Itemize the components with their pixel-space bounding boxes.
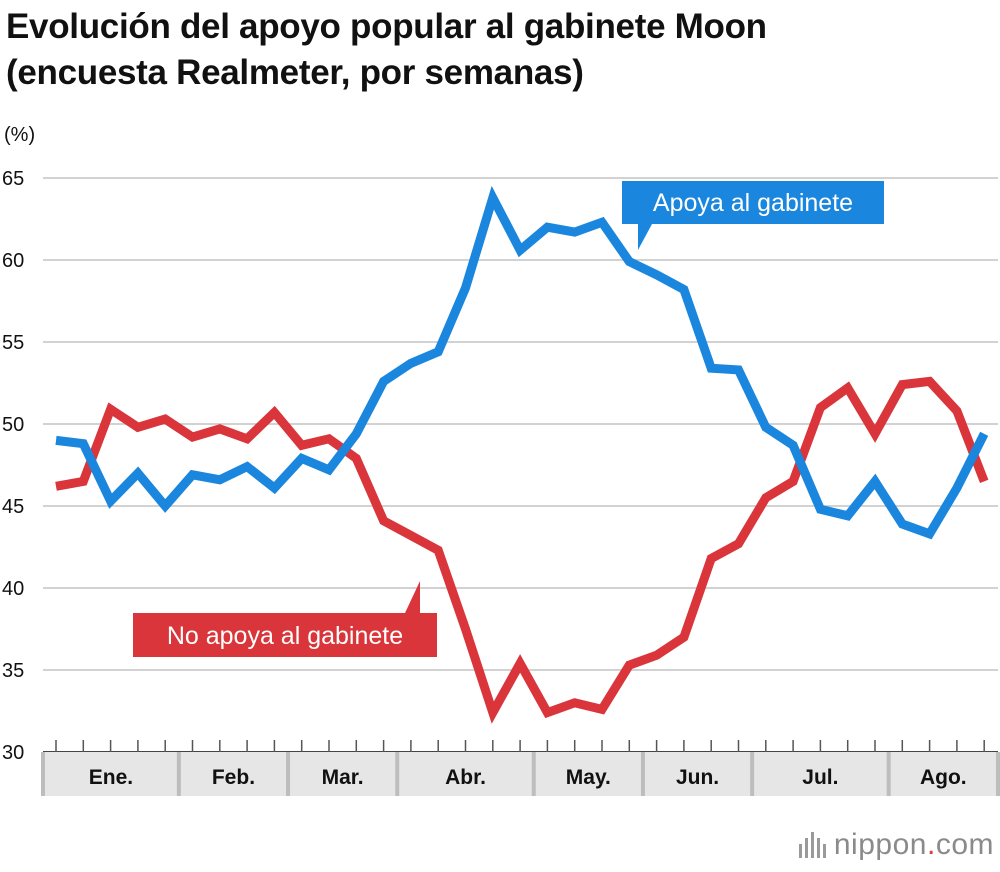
callout-oppose: No apoya al gabinete [133,581,437,657]
brand-bars-icon [798,832,826,858]
month-label: Jul. [802,766,838,789]
brand-logo: nippon.com [798,828,994,862]
chart-title: Evolución del apoyo popular al gabinete … [6,4,996,96]
y-tick-label: 40 [2,578,24,600]
month-label: May. [566,766,611,789]
chart-title-line-2: (encuesta Realmeter, por semanas) [6,53,584,92]
y-tick-label: 45 [2,496,24,518]
callout-oppose-label: No apoya al gabinete [167,622,403,650]
series-line-support [55,185,989,540]
month-band [43,752,998,796]
month-divider [750,752,755,796]
y-tick-label: 50 [2,414,24,436]
month-label: Ene. [89,766,133,789]
month-divider [886,752,891,796]
y-tick-label: 60 [2,250,24,272]
y-tick-label: 35 [2,660,24,682]
brand-dot: . [926,828,936,861]
callout-oppose-box [133,581,437,657]
y-tick-label: 55 [2,332,24,354]
month-label: Feb. [212,766,255,789]
grid-lines [43,177,998,753]
month-divider [176,752,181,796]
callout-support-label: Apoya al gabinete [653,189,853,217]
series-line-oppose [55,376,989,724]
month-divider [996,752,1000,796]
month-divider [640,752,645,796]
y-axis-ticks: 65 60 55 50 45 40 35 30 [2,168,24,764]
month-label: Abr. [445,766,486,789]
month-divider [41,752,45,796]
callout-support-box [622,181,884,250]
x-axis: Ene. Feb. Mar. Abr. May. Jun. Jul. Ago. [41,740,1000,796]
month-label: Mar. [322,766,364,789]
brand-name: nippon [833,828,927,861]
month-divider [286,752,291,796]
month-divider [395,752,400,796]
brand-suffix: com [935,828,994,861]
series-lines [55,185,989,724]
y-axis-unit: (%) [4,124,35,146]
month-label: Ago. [920,766,967,789]
month-divider [531,752,536,796]
callout-support: Apoya al gabinete [622,181,884,250]
y-tick-label: 30 [2,742,24,764]
chart-title-line-1: Evolución del apoyo popular al gabinete … [6,7,767,46]
y-tick-label: 65 [2,168,24,190]
month-label: Jun. [676,766,719,789]
